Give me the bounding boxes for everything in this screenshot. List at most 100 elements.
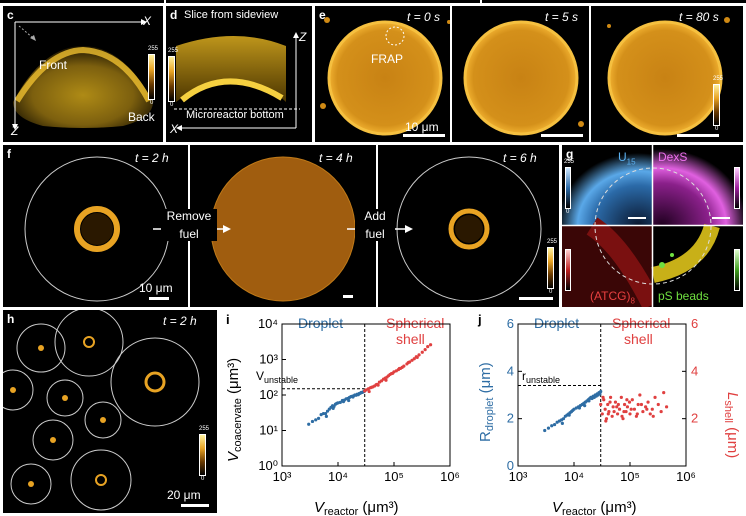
vunstable-sub: unstable (264, 375, 298, 385)
ylabel-j-r-sub: shell (722, 400, 734, 423)
data-point (347, 398, 351, 403)
data-point (608, 400, 612, 404)
slice-title: Slice from sideview (184, 9, 279, 21)
top-divider-gap-2 (480, 0, 482, 3)
colorbar-g-min: 0 (566, 209, 570, 215)
scale-bar-g1 (628, 217, 646, 219)
data-point (653, 395, 657, 399)
colorbar-g-green (734, 249, 740, 291)
back-label: Back (128, 110, 155, 124)
x-tick-label: 10⁵ (620, 469, 640, 484)
xlabel-i-sub: reactor (324, 506, 359, 516)
scale-bar-e3 (677, 134, 719, 137)
axis-x-label-d: X (170, 122, 179, 136)
panel-label-h: h (7, 312, 15, 326)
scale-bar-e1 (403, 134, 445, 137)
time-label-e5: t = 5 s (545, 10, 579, 24)
data-point (546, 426, 551, 430)
plot-frame (281, 323, 451, 467)
colorbar-e-min: 0 (715, 126, 719, 132)
data-point (625, 405, 630, 409)
y-tick-label: 10⁴ (258, 316, 278, 331)
data-point (606, 402, 610, 407)
vunstable-main: V (256, 369, 264, 383)
data-point (606, 412, 610, 416)
ylabel-i-unit: (μm³) (225, 358, 242, 398)
data-point (324, 414, 328, 418)
data-point (560, 421, 564, 425)
runstable-main: r (522, 369, 526, 383)
xlabel-i-main: V (314, 499, 326, 516)
xlabel-j-unit: (μm³) (596, 499, 636, 516)
data-point (644, 405, 648, 409)
y-tick-label: 0 (507, 458, 514, 473)
time-label-e0: t = 0 s (407, 10, 441, 24)
ylabel-i-sub: coacervate (232, 398, 244, 452)
colorbar-d (168, 56, 175, 102)
data-point (307, 422, 311, 426)
data-point (604, 419, 608, 423)
data-point (412, 357, 416, 361)
colorbar-h-min: 0 (201, 476, 205, 482)
chart-i: i Droplet Spherical shell 10³ 10⁴ 10⁵ 10⁶10… (225, 312, 460, 516)
data-point (543, 428, 547, 433)
y-tick-label: 6 (507, 316, 514, 331)
plot-frame (517, 323, 687, 467)
scale-bar-e2 (541, 134, 583, 137)
ylabel-j-left: Rdroplet (μm) (477, 362, 496, 442)
time-label-e80: t = 80 s (679, 10, 719, 24)
xlabel-i-unit: (μm³) (358, 499, 398, 516)
shell-label-j-l1: Spherical (612, 315, 670, 331)
data-point (646, 400, 650, 404)
data-point (615, 412, 620, 416)
data-point (376, 383, 380, 387)
panel-g-image (562, 145, 743, 307)
data-point (391, 371, 395, 375)
scale-label-h: 20 μm (167, 488, 201, 502)
data-point (662, 391, 666, 395)
data-point (417, 353, 421, 357)
time-label-f6: t = 6 h (503, 151, 537, 165)
data-point (648, 412, 652, 416)
panel-g: g U15 DexS (ATCG)8 pS beads 255 0 (562, 145, 743, 307)
data-point (635, 412, 639, 416)
data-point (567, 413, 571, 417)
data-point (659, 409, 663, 414)
time-label-h: t = 2 h (163, 314, 197, 328)
data-point (587, 399, 591, 403)
ylabel-i: Vcoacervate (μm³) (225, 358, 244, 462)
data-point (331, 406, 335, 410)
data-point (639, 402, 644, 407)
panel-label-e: e (319, 8, 326, 22)
data-point (552, 422, 557, 427)
data-point (620, 414, 624, 418)
panel-h-image (3, 310, 200, 511)
atcg-label: (ATCG)8 (590, 289, 635, 305)
colorbar-c-max: 255 (148, 46, 159, 52)
remove-fuel-label: Remove fuel (161, 209, 217, 241)
u15-sub: 15 (626, 157, 636, 167)
y-tick-label: 4 (507, 363, 514, 378)
data-point (600, 412, 604, 416)
right-tick-label: 6 (691, 316, 698, 331)
colorbar-d-min: 0 (170, 102, 174, 108)
data-point (612, 409, 616, 414)
right-tick-label: 4 (691, 363, 698, 378)
data-point (314, 418, 318, 422)
ylabel-j-main: R (477, 431, 494, 442)
panel-f: f t = 2 h t = 4 h t = 6 h Remove fuel Ad… (3, 145, 559, 307)
data-point (583, 404, 587, 408)
data-point (650, 407, 654, 411)
add-fuel-label: Add fuel (355, 209, 395, 241)
data-point (625, 398, 629, 402)
colorbar-f (547, 247, 554, 289)
data-point (616, 402, 620, 407)
panel-d: d Slice from sideview Z X Microreactor b… (166, 6, 312, 142)
add-fuel-line2: fuel (365, 227, 385, 241)
data-point (638, 393, 642, 397)
top-divider (0, 0, 746, 3)
frap-label: FRAP (371, 52, 404, 66)
scale-label-f: 10 μm (139, 281, 173, 295)
colorbar-f-max: 255 (547, 239, 558, 245)
u15-label: U15 (618, 150, 636, 166)
